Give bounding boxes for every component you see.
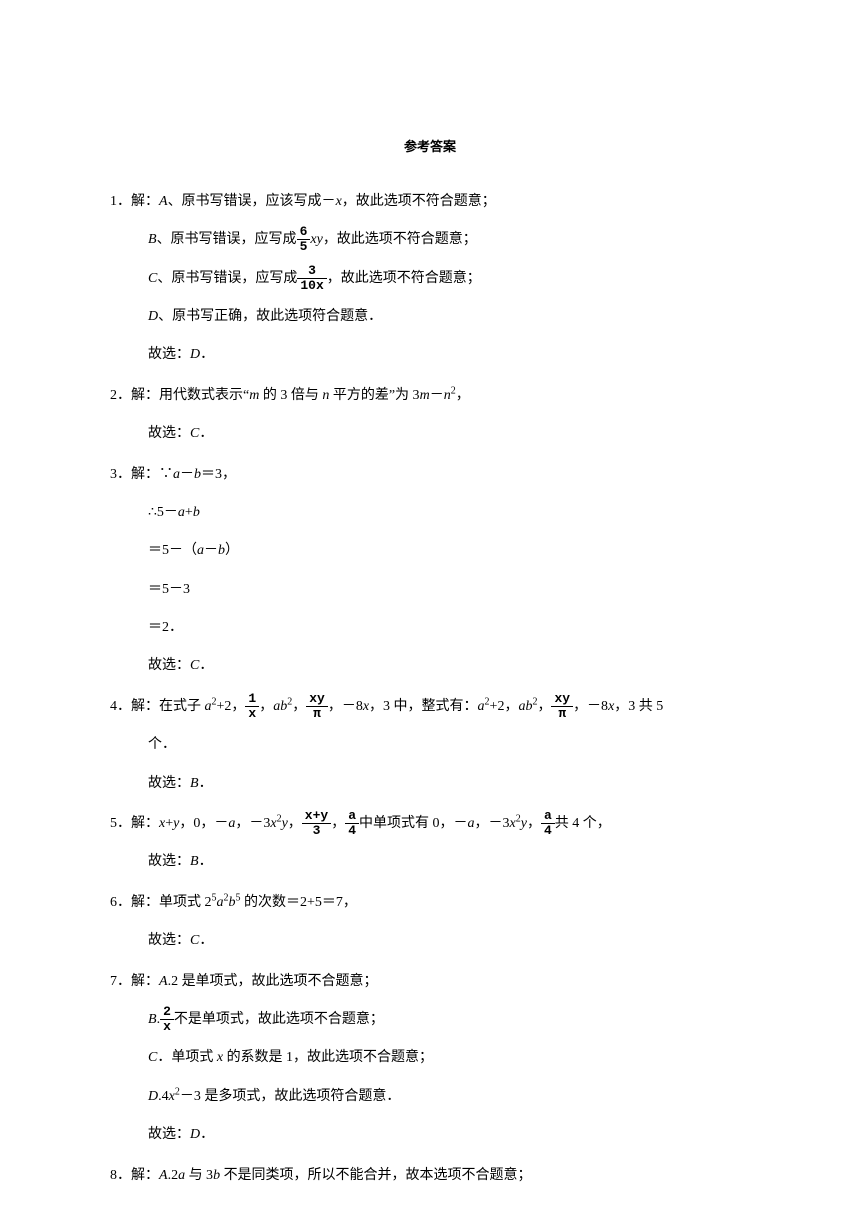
p7-line-a: 7．解：A.2 是单项式，故此选项不合题意；: [110, 964, 750, 1000]
p7-line-b: B.2x不是单项式，故此选项不合题意；: [110, 1002, 750, 1038]
p2-answer: 故选：C．: [110, 416, 750, 452]
problem-3: 3．解：∵a－b＝3， ∴5－a+b ＝5－（a－b） ＝5－3 ＝2． 故选：…: [110, 457, 750, 685]
p3-line1: 3．解：∵a－b＝3，: [110, 457, 750, 493]
p1-answer: 故选：D．: [110, 337, 750, 373]
p4-answer: 故选：B．: [110, 766, 750, 802]
p3-answer: 故选：C．: [110, 648, 750, 684]
p6-answer: 故选：C．: [110, 923, 750, 959]
p2-line1: 2．解：用代数式表示“m 的 3 倍与 n 平方的差”为 3m－n2，: [110, 378, 750, 414]
p1-line-a: 1．解：A、原书写错误，应该写成－x，故此选项不符合题意；: [110, 184, 750, 220]
p4-line2: 个．: [110, 727, 750, 763]
p3-line4: ＝5－3: [110, 572, 750, 608]
p4-line1: 4．解：在式子 a2+2，1x，ab2，xyπ，－8x，3 中，整式有：a2+2…: [110, 689, 750, 725]
p1-line-b: BB、原书写错误，应写成、原书写错误，应写成65xy，故此选项不符合题意；: [110, 222, 750, 258]
p7-line-c: CC．单项式 ．单项式 x 的系数是 1，故此选项不合题意；: [110, 1040, 750, 1076]
p3-line3: ＝5－（a－b）: [110, 533, 750, 569]
p6-line1: 6．解：单项式 25a2b5 的次数＝2+5＝7，: [110, 885, 750, 921]
p5-line1: 5．解：x+y，0，－a，－3x2y，x+y3，a4中单项式有 0，－a，－3x…: [110, 806, 750, 842]
p7-answer: 故选：D．: [110, 1117, 750, 1153]
p3-line5: ＝2．: [110, 610, 750, 646]
p3-line2: ∴5－a+b: [110, 495, 750, 531]
page-title: 参考答案: [110, 130, 750, 164]
p1-line-d: D、原书写正确，故此选项符合题意．: [110, 299, 750, 335]
problem-8: 8．解：A.2a 与 3b 不是同类项，所以不能合并，故本选项不合题意；: [110, 1158, 750, 1194]
p5-answer: 故选：B．: [110, 844, 750, 880]
p1-line-c: C、原书写错误，应写成310x，故此选项不符合题意；: [110, 261, 750, 297]
problem-2: 2．解：用代数式表示“m 的 3 倍与 n 平方的差”为 3m－n2， 故选：C…: [110, 378, 750, 453]
problem-4: 4．解：在式子 a2+2，1x，ab2，xyπ，－8x，3 中，整式有：a2+2…: [110, 689, 750, 802]
problem-1: 1．解：A、原书写错误，应该写成－x，故此选项不符合题意； BB、原书写错误，应…: [110, 184, 750, 374]
p8-line1: 8．解：A.2a 与 3b 不是同类项，所以不能合并，故本选项不合题意；: [110, 1158, 750, 1194]
problem-7: 7．解：A.2 是单项式，故此选项不合题意； B.2x不是单项式，故此选项不合题…: [110, 964, 750, 1154]
p7-line-d: D.4x2－3 是多项式，故此选项符合题意．: [110, 1079, 750, 1115]
problem-6: 6．解：单项式 25a2b5 的次数＝2+5＝7， 故选：C．: [110, 885, 750, 960]
problem-5: 5．解：x+y，0，－a，－3x2y，x+y3，a4中单项式有 0，－a，－3x…: [110, 806, 750, 881]
